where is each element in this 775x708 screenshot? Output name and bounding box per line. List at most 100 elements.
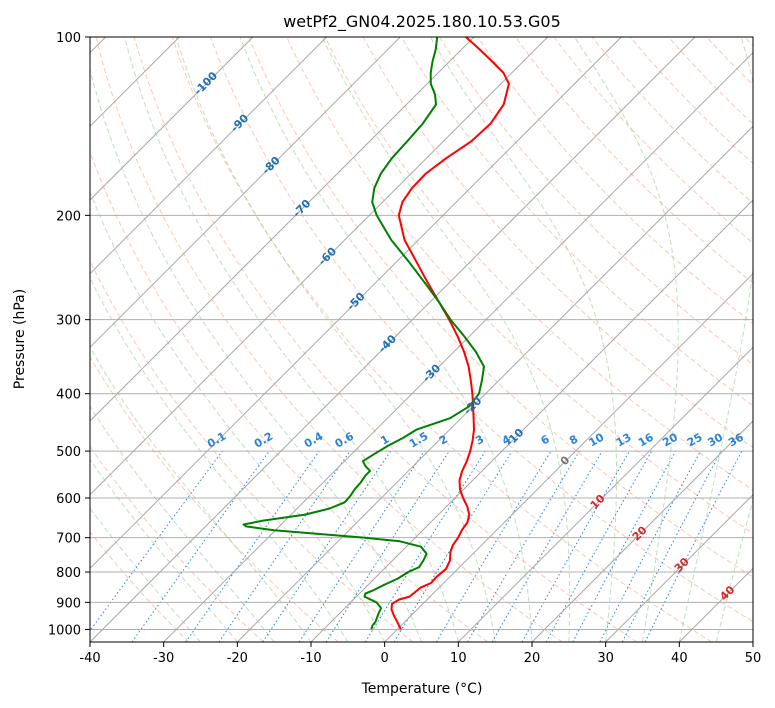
moist-adiabat-line xyxy=(90,67,422,642)
x-axis-ticks: -40 -30 -20 -10 0 10 20 30 40 50 xyxy=(79,642,761,666)
x-tick-label: -10 xyxy=(300,651,321,666)
y-tick-label: 500 xyxy=(56,445,81,460)
dry-adiabat-line xyxy=(210,37,753,623)
mixing-ratio-label: 6 xyxy=(539,432,552,447)
isotherm-line xyxy=(678,567,753,642)
dry-adiabat-line xyxy=(591,37,753,204)
x-tick-label: -40 xyxy=(79,651,100,666)
dry-adiabat-line xyxy=(171,37,712,642)
isotherm-line xyxy=(90,37,475,422)
mixing-ratio-line xyxy=(545,450,653,642)
mixing-ratio-label: 30 xyxy=(705,430,725,449)
dry-adiabat-line xyxy=(706,37,753,86)
mixing-ratio-line xyxy=(599,450,701,642)
moist-adiabat-line xyxy=(678,37,753,642)
x-axis-label: Temperature (°C) xyxy=(361,681,483,697)
isotherm-line xyxy=(384,272,753,642)
isotherm-line xyxy=(605,493,753,642)
mixing-ratio-line xyxy=(185,450,320,642)
moist-adiabat-line xyxy=(239,37,533,642)
mixing-ratio-line xyxy=(218,450,351,642)
dry-adiabat-line xyxy=(400,37,753,407)
dry-adiabat-line xyxy=(324,37,753,491)
mixing-ratio-label: 2 xyxy=(437,433,450,448)
isotherm-label: -60 xyxy=(316,245,339,268)
isotherm-label: -50 xyxy=(344,290,367,313)
mixing-ratio-line xyxy=(393,450,513,642)
isotherm-line xyxy=(752,641,753,642)
mixing-ratio-line xyxy=(435,450,552,642)
y-tick-label: 700 xyxy=(56,532,81,547)
isotherm-line xyxy=(90,37,254,201)
x-tick-label: -30 xyxy=(153,651,174,666)
isotherm-label: -90 xyxy=(228,111,251,134)
x-tick-label: -20 xyxy=(227,651,248,666)
moist-adiabat-line xyxy=(90,507,201,642)
moist-adiabat-label: 40 xyxy=(717,583,737,603)
mixing-ratio-line xyxy=(467,450,580,642)
dry-adiabat-line xyxy=(90,445,264,642)
y-tick-label: 600 xyxy=(56,492,81,507)
plot-frame xyxy=(89,36,754,643)
y-tick-label: 900 xyxy=(56,596,81,611)
moist-adiabat-line xyxy=(90,190,386,642)
y-tick-label: 400 xyxy=(56,388,81,403)
isotherm-line xyxy=(236,125,753,642)
chart-title: wetPf2_GN04.2025.180.10.53.G05 xyxy=(283,12,561,32)
x-tick-label: 30 xyxy=(597,651,614,666)
isotherm-line xyxy=(90,37,401,349)
y-tick-label: 800 xyxy=(56,566,81,581)
dry-adiabat-line xyxy=(90,356,339,642)
dry-adiabat-line xyxy=(90,150,488,642)
y-tick-label: 100 xyxy=(56,31,81,46)
dry-adiabat-line xyxy=(90,531,190,642)
mixing-ratio-line xyxy=(621,450,722,642)
mixing-ratio-label: 20 xyxy=(660,430,680,449)
background-lines xyxy=(90,37,753,642)
y-tick-label: 1000 xyxy=(48,623,81,638)
mixing-ratio-line xyxy=(521,450,630,642)
mixing-ratio-label: 25 xyxy=(685,431,705,450)
x-tick-label: 20 xyxy=(524,651,541,666)
isotherm-label: -40 xyxy=(376,332,399,355)
dry-adiabat-line xyxy=(133,37,638,642)
moist-adiabat-line xyxy=(321,37,571,642)
isotherm-line xyxy=(457,346,753,642)
dry-adiabat-line xyxy=(515,37,753,284)
mixing-ratio-label: 36 xyxy=(726,430,746,449)
mixing-ratio-line xyxy=(262,450,392,642)
moist-adiabat-line xyxy=(124,37,459,642)
x-tick-label: 40 xyxy=(671,651,688,666)
y-axis-ticks: 100 200 300 400 500 600 700 800 900 1000 xyxy=(48,31,90,638)
mixing-ratio-line xyxy=(572,450,677,642)
mixing-ratio-label: 0.6 xyxy=(333,429,357,450)
profile-series xyxy=(242,37,510,630)
moist-adiabat-line xyxy=(90,405,275,642)
mixing-ratio-label: 0.1 xyxy=(205,430,228,451)
dry-adiabat-line xyxy=(744,37,753,47)
mixing-ratio-line xyxy=(131,450,270,642)
x-tick-label: 10 xyxy=(450,651,467,666)
moist-adiabat-line xyxy=(715,498,753,642)
moist-adiabat-line xyxy=(429,37,617,642)
isotherm-line xyxy=(90,37,696,642)
dry-adiabat-line xyxy=(90,259,414,642)
isotherm-line xyxy=(310,199,753,642)
isotherm-line xyxy=(90,37,328,275)
mixing-ratio-label: 0.4 xyxy=(302,429,326,450)
isotherm-line xyxy=(531,420,753,642)
moist-adiabat-label: 20 xyxy=(630,523,650,543)
dry-adiabat-line xyxy=(438,37,753,366)
dewpoint-profile-line xyxy=(242,37,485,630)
moist-adiabat-line xyxy=(90,276,349,642)
moist-adiabat-line xyxy=(90,458,238,642)
mixing-ratio-line xyxy=(90,450,223,632)
dry-adiabat-line xyxy=(95,37,563,642)
mixing-ratio-line xyxy=(325,450,450,642)
y-axis-label: Pressure (hPa) xyxy=(12,289,28,389)
mixing-ratio-label: 3 xyxy=(473,433,486,448)
isotherm-line xyxy=(90,37,549,496)
x-tick-label: 0 xyxy=(381,651,389,666)
moist-adiabat-line xyxy=(90,346,312,642)
mixing-ratio-line xyxy=(298,450,425,642)
